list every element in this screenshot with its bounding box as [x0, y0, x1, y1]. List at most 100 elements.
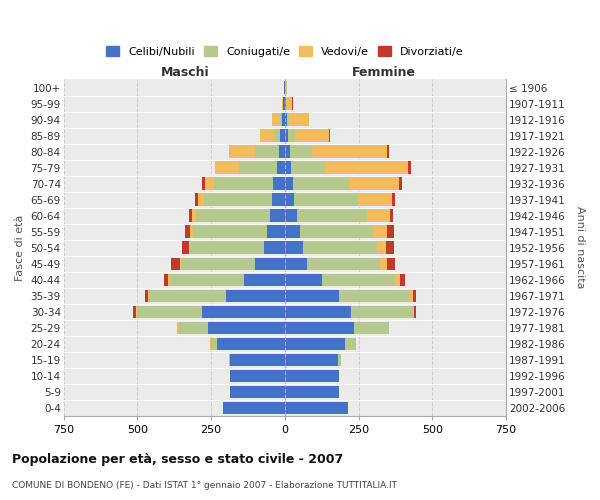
Bar: [215, 162, 285, 174]
Bar: [203, 194, 285, 206]
Bar: [230, 386, 285, 398]
Bar: [208, 322, 285, 334]
Bar: [349, 178, 398, 190]
Bar: [340, 290, 410, 302]
Bar: [285, 242, 303, 254]
Bar: [283, 98, 285, 110]
Bar: [171, 258, 285, 270]
Bar: [280, 130, 285, 142]
Bar: [373, 226, 388, 238]
Bar: [303, 242, 377, 254]
Bar: [230, 386, 285, 398]
Bar: [177, 322, 285, 334]
Bar: [190, 242, 285, 254]
Bar: [168, 274, 285, 286]
Bar: [229, 354, 285, 366]
Bar: [285, 338, 345, 350]
Bar: [196, 210, 285, 222]
Bar: [282, 98, 285, 110]
Bar: [260, 130, 285, 142]
Bar: [392, 194, 395, 206]
Bar: [300, 226, 373, 238]
Bar: [226, 290, 285, 302]
Bar: [180, 258, 285, 270]
Bar: [380, 258, 386, 270]
Bar: [179, 322, 285, 334]
Bar: [410, 290, 413, 302]
Bar: [223, 402, 285, 414]
Bar: [285, 226, 300, 238]
Bar: [413, 306, 414, 318]
Bar: [390, 210, 394, 222]
Bar: [388, 226, 394, 238]
Bar: [133, 306, 285, 318]
Text: Popolazione per età, sesso e stato civile - 2007: Popolazione per età, sesso e stato civil…: [12, 452, 343, 466]
Bar: [285, 162, 291, 174]
Bar: [367, 210, 390, 222]
Bar: [273, 178, 285, 190]
Bar: [270, 210, 285, 222]
Bar: [185, 226, 285, 238]
Bar: [293, 178, 349, 190]
Bar: [358, 194, 392, 206]
Bar: [413, 290, 416, 302]
Bar: [272, 114, 285, 126]
Bar: [148, 290, 285, 302]
Bar: [287, 114, 289, 126]
Bar: [244, 274, 285, 286]
Bar: [209, 338, 285, 350]
Bar: [285, 354, 338, 366]
Bar: [286, 98, 292, 110]
Bar: [285, 306, 351, 318]
Bar: [267, 226, 285, 238]
Bar: [274, 130, 285, 142]
Bar: [295, 130, 329, 142]
Bar: [189, 242, 285, 254]
Bar: [217, 338, 285, 350]
Bar: [182, 258, 285, 270]
Bar: [229, 354, 285, 366]
Bar: [285, 370, 340, 382]
Bar: [229, 354, 285, 366]
Bar: [195, 194, 285, 206]
Bar: [292, 98, 293, 110]
Bar: [223, 402, 285, 414]
Bar: [215, 162, 285, 174]
Text: COMUNE DI BONDENO (FE) - Dati ISTAT 1° gennaio 2007 - Elaborazione TUTTITALIA.IT: COMUNE DI BONDENO (FE) - Dati ISTAT 1° g…: [12, 480, 397, 490]
Bar: [230, 354, 285, 366]
Bar: [283, 98, 285, 110]
Bar: [256, 258, 285, 270]
Bar: [398, 178, 402, 190]
Bar: [189, 210, 285, 222]
Bar: [260, 130, 285, 142]
Bar: [285, 386, 340, 398]
Bar: [285, 178, 293, 190]
Bar: [386, 146, 389, 158]
Bar: [285, 258, 307, 270]
Bar: [229, 146, 285, 158]
Bar: [223, 402, 285, 414]
Bar: [291, 162, 325, 174]
Bar: [229, 146, 285, 158]
Bar: [351, 306, 413, 318]
Bar: [149, 290, 285, 302]
Bar: [209, 338, 285, 350]
Legend: Celibi/Nubili, Coniugati/e, Vedovi/e, Divorziati/e: Celibi/Nubili, Coniugati/e, Vedovi/e, Di…: [101, 42, 468, 61]
Bar: [264, 242, 285, 254]
Bar: [338, 354, 341, 366]
Bar: [285, 210, 296, 222]
Bar: [285, 274, 322, 286]
Bar: [312, 146, 386, 158]
Bar: [285, 130, 289, 142]
Bar: [294, 194, 358, 206]
Bar: [289, 114, 308, 126]
Bar: [164, 274, 285, 286]
Bar: [285, 290, 340, 302]
Bar: [192, 210, 285, 222]
Bar: [386, 242, 394, 254]
Bar: [214, 178, 285, 190]
Bar: [285, 146, 290, 158]
Bar: [282, 98, 285, 110]
Bar: [377, 242, 386, 254]
Bar: [280, 114, 285, 126]
